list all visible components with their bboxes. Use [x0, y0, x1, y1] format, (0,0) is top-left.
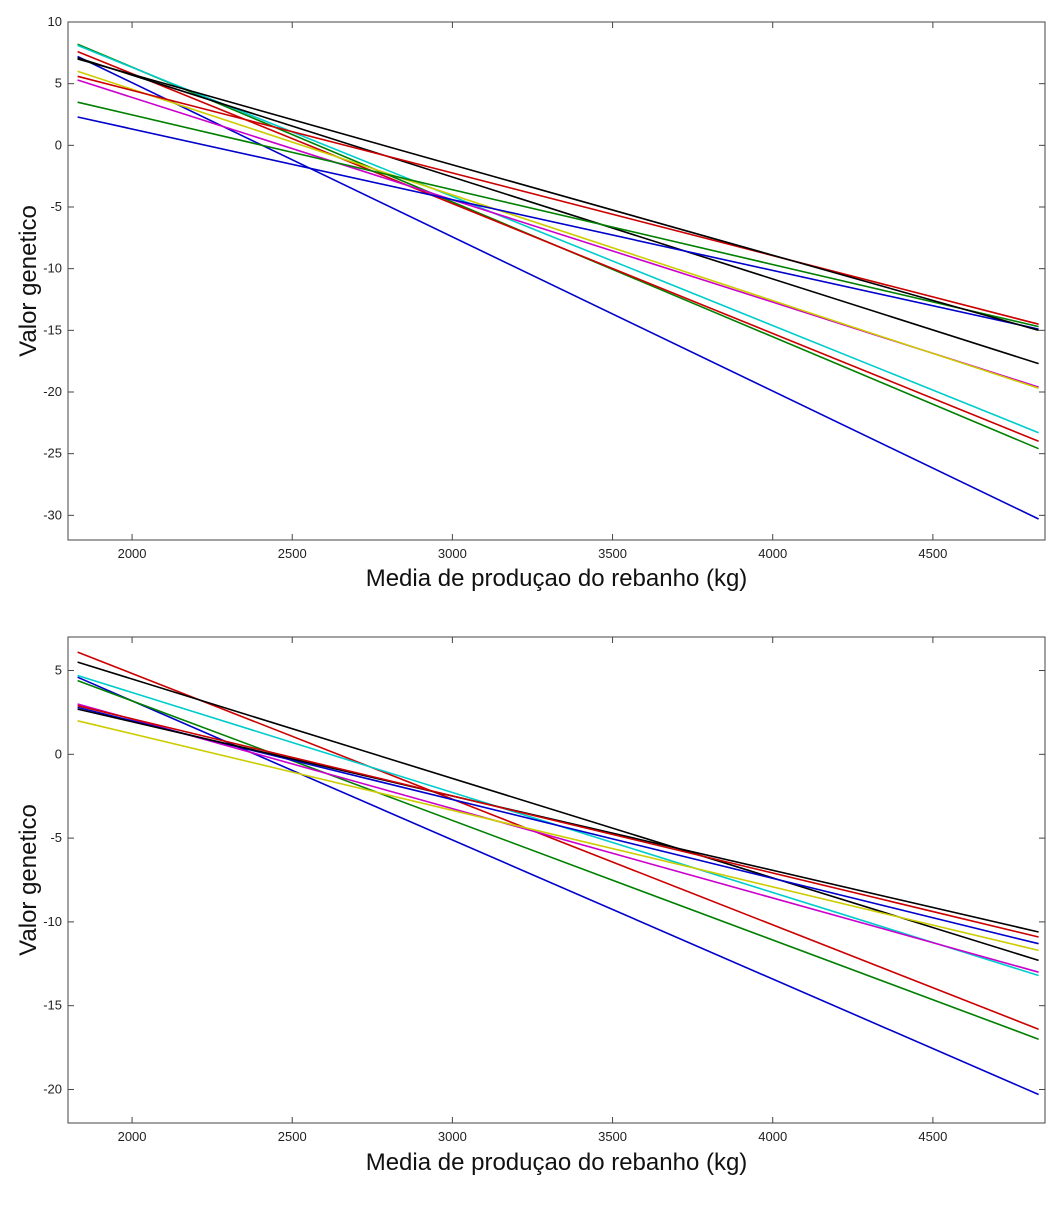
plot-area-frame — [67, 636, 1046, 1124]
x-tick-label: 3500 — [598, 546, 627, 561]
series-line-11 — [77, 58, 1039, 332]
y-tick-label: 10 — [48, 14, 62, 29]
y-tick-label: -5 — [50, 199, 62, 214]
y-tick-label: -20 — [43, 384, 62, 399]
y-axis-title: Valor genetico — [15, 804, 42, 956]
x-tick-label: 4500 — [918, 1129, 947, 1144]
y-tick-label: -15 — [43, 322, 62, 337]
series-line-5 — [77, 703, 1039, 973]
x-tick-label: 3000 — [438, 546, 467, 561]
chart-panel-bottom: 2000 2500 3000 3500 4000 4500 5 0 -5 -10 -15 -20 Med… — [15, 636, 1046, 1176]
y-tick-label: -25 — [43, 446, 62, 461]
series-line-8 — [77, 116, 1039, 330]
x-tick-label: 2000 — [118, 1129, 147, 1144]
series-line-7 — [77, 720, 1039, 952]
series-line-10 — [77, 75, 1039, 325]
x-tick-label: 3000 — [438, 1129, 467, 1144]
x-tick-label: 4000 — [758, 546, 787, 561]
chart-panel-top: 2000 2500 3000 3500 4000 4500 10 5 0 -5 -10 -15 -20 -… — [15, 14, 1046, 592]
y-tick-label: 0 — [55, 137, 62, 152]
series-line-1 — [77, 55, 1039, 520]
series-line-4 — [77, 44, 1039, 434]
y-tick-label: -30 — [43, 507, 62, 522]
y-axis-title: Valor genetico — [15, 205, 42, 357]
y-tick-label: -15 — [43, 998, 62, 1013]
y-tick-label: 5 — [55, 663, 62, 678]
series-line-6 — [77, 661, 1039, 962]
x-axis-title: Media de produçao do rebanho (kg) — [366, 565, 748, 592]
series-line-7 — [77, 57, 1039, 365]
y-tick-label: -5 — [50, 830, 62, 845]
x-tick-label: 3500 — [598, 1129, 627, 1144]
x-tick-label: 2000 — [118, 546, 147, 561]
x-axis-title: Media de produçao do rebanho (kg) — [366, 1149, 748, 1176]
y-tick-label: 0 — [55, 746, 62, 761]
series-line-9 — [77, 101, 1039, 328]
y-tick-label: -10 — [43, 261, 62, 276]
series-line-3 — [77, 50, 1039, 443]
series-line-6 — [77, 70, 1039, 390]
series-line-2 — [77, 679, 1039, 1040]
series-line-10 — [77, 704, 1039, 938]
y-tick-label: 5 — [55, 76, 62, 91]
x-tick-label: 4500 — [918, 546, 947, 561]
x-tick-label: 2500 — [278, 1129, 307, 1144]
y-tick-label: -10 — [43, 914, 62, 929]
y-tick-label: -20 — [43, 1081, 62, 1096]
plot-area-frame — [67, 21, 1046, 541]
x-tick-label: 2500 — [278, 546, 307, 561]
x-tick-label: 4000 — [758, 1129, 787, 1144]
series-line-3 — [77, 651, 1039, 1030]
